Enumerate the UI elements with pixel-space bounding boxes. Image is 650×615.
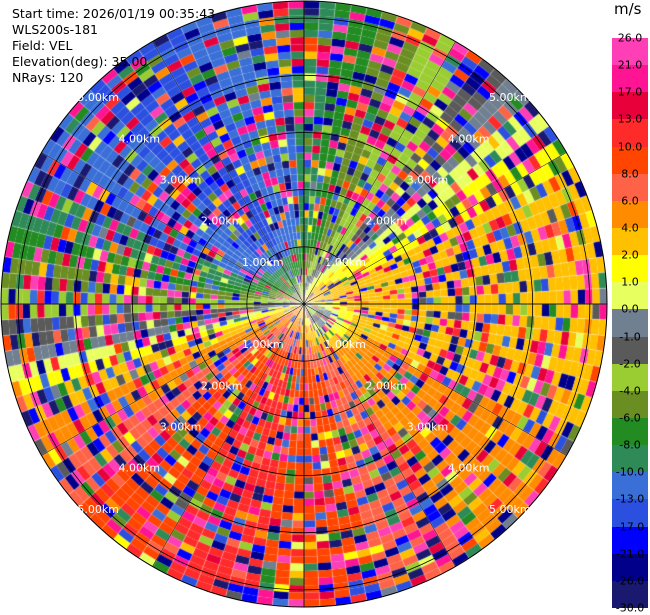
colorbar-tick-label: -10.0 (615, 465, 645, 479)
colorbar-swatch (612, 65, 648, 93)
colorbar-swatch (612, 282, 648, 310)
colorbar: 26.0 21.0 17.0 13.0 10.0 8.0 6.0 4.0 2.0 1.0 0.0 -1… (612, 24, 648, 615)
range-ring-label: 1.00km (242, 256, 284, 269)
colorbar-swatch (612, 228, 648, 256)
colorbar-tick-label: -2.0 (619, 357, 641, 371)
colorbar-tick-label: -13.0 (615, 492, 645, 506)
range-ring-label: 5.00km (489, 503, 531, 516)
range-ring-label: 3.00km (160, 420, 202, 433)
range-ring-label: 4.00km (119, 132, 161, 145)
range-ring-label: 5.00km (77, 91, 119, 104)
start-time: Start time: 2026/01/19 00:35:43 (12, 6, 216, 21)
colorbar-tick-label: 6.0 (621, 194, 639, 208)
colorbar-swatch (612, 336, 648, 365)
colorbar-swatch (612, 472, 648, 500)
colorbar-tick-label: 0.0 (621, 302, 639, 316)
colorbar-swatch (612, 255, 648, 283)
colorbar-tick-label: -8.0 (619, 438, 641, 452)
azimuth-spoke (303, 41, 456, 305)
colorbar-tick-label: 8.0 (621, 167, 639, 181)
azimuth-spoke (152, 303, 305, 567)
colorbar-tick-label: -21.0 (615, 547, 645, 561)
field-label: Field: VEL (12, 38, 73, 53)
range-ring-label: 2.00km (201, 215, 243, 228)
colorbar-swatch (612, 92, 648, 120)
colorbar-tick-label: 17.0 (617, 85, 643, 99)
colorbar-tick-label: 26.0 (617, 31, 643, 45)
colorbar-swatch (612, 38, 648, 66)
colorbar-swatch (612, 200, 648, 229)
range-ring-label: 4.00km (119, 462, 161, 475)
colorbar-swatch (612, 173, 648, 202)
colorbar-swatch (612, 499, 648, 528)
azimuth-spoke (152, 41, 305, 305)
range-ring-label: 3.00km (407, 420, 449, 433)
range-ring-label: 2.00km (366, 215, 408, 228)
colorbar-swatch (612, 309, 648, 338)
colorbar-tick-label: -26.0 (615, 574, 645, 588)
colorbar-tick-label: -17.0 (615, 520, 645, 534)
colorbar-tick-label: 2.0 (621, 248, 639, 262)
azimuth-spoke (303, 303, 456, 567)
colorbar-swatch (612, 553, 648, 582)
range-ring-label: 1.00km (324, 338, 366, 351)
colorbar-tick-label: 1.0 (621, 275, 639, 289)
azimuth-spoke (303, 303, 567, 456)
colorbar-swatch (612, 526, 648, 555)
range-ring-label: 3.00km (160, 174, 202, 187)
info-panel: Start time: 2026/01/19 00:35:43 WLS200s-… (12, 6, 215, 86)
range-ring-label: 4.00km (448, 462, 490, 475)
colorbar-swatch (612, 146, 648, 175)
range-ring-label: 5.00km (77, 503, 119, 516)
azimuth-spoke (303, 152, 567, 305)
nrays-label: NRays: 120 (12, 70, 84, 85)
colorbar-tick-label: 4.0 (621, 221, 639, 235)
azimuth-spoke (41, 303, 305, 456)
colorbar-swatch (612, 445, 648, 473)
range-ring-label: 1.00km (324, 256, 366, 269)
range-ring-label: 1.00km (242, 338, 284, 351)
colorbar-tick-label: -1.0 (619, 330, 641, 344)
colorbar-swatch (612, 580, 648, 609)
range-ring-label: 4.00km (448, 132, 490, 145)
colorbar-swatch (612, 363, 648, 392)
range-ring-label: 5.00km (489, 91, 531, 104)
colorbar-tick-label: -6.0 (619, 411, 641, 425)
colorbar-swatch (612, 119, 648, 148)
elevation-label: Elevation(deg): 35.00 (12, 54, 148, 69)
range-ring-label: 3.00km (407, 174, 449, 187)
colorbar-tick-label: 21.0 (617, 58, 643, 72)
colorbar-tick-label: -4.0 (619, 384, 641, 398)
colorbar-tick-label: 10.0 (617, 140, 643, 154)
range-ring-label: 2.00km (201, 379, 243, 392)
azimuth-spoke (41, 152, 305, 305)
colorbar-tick-label: 13.0 (617, 112, 643, 126)
colorbar-swatch (612, 418, 648, 446)
colorbar-swatch (612, 390, 648, 419)
range-ring-label: 2.00km (366, 379, 408, 392)
colorbar-unit: m/s (614, 0, 642, 18)
instrument-name: WLS200s-181 (12, 22, 98, 37)
